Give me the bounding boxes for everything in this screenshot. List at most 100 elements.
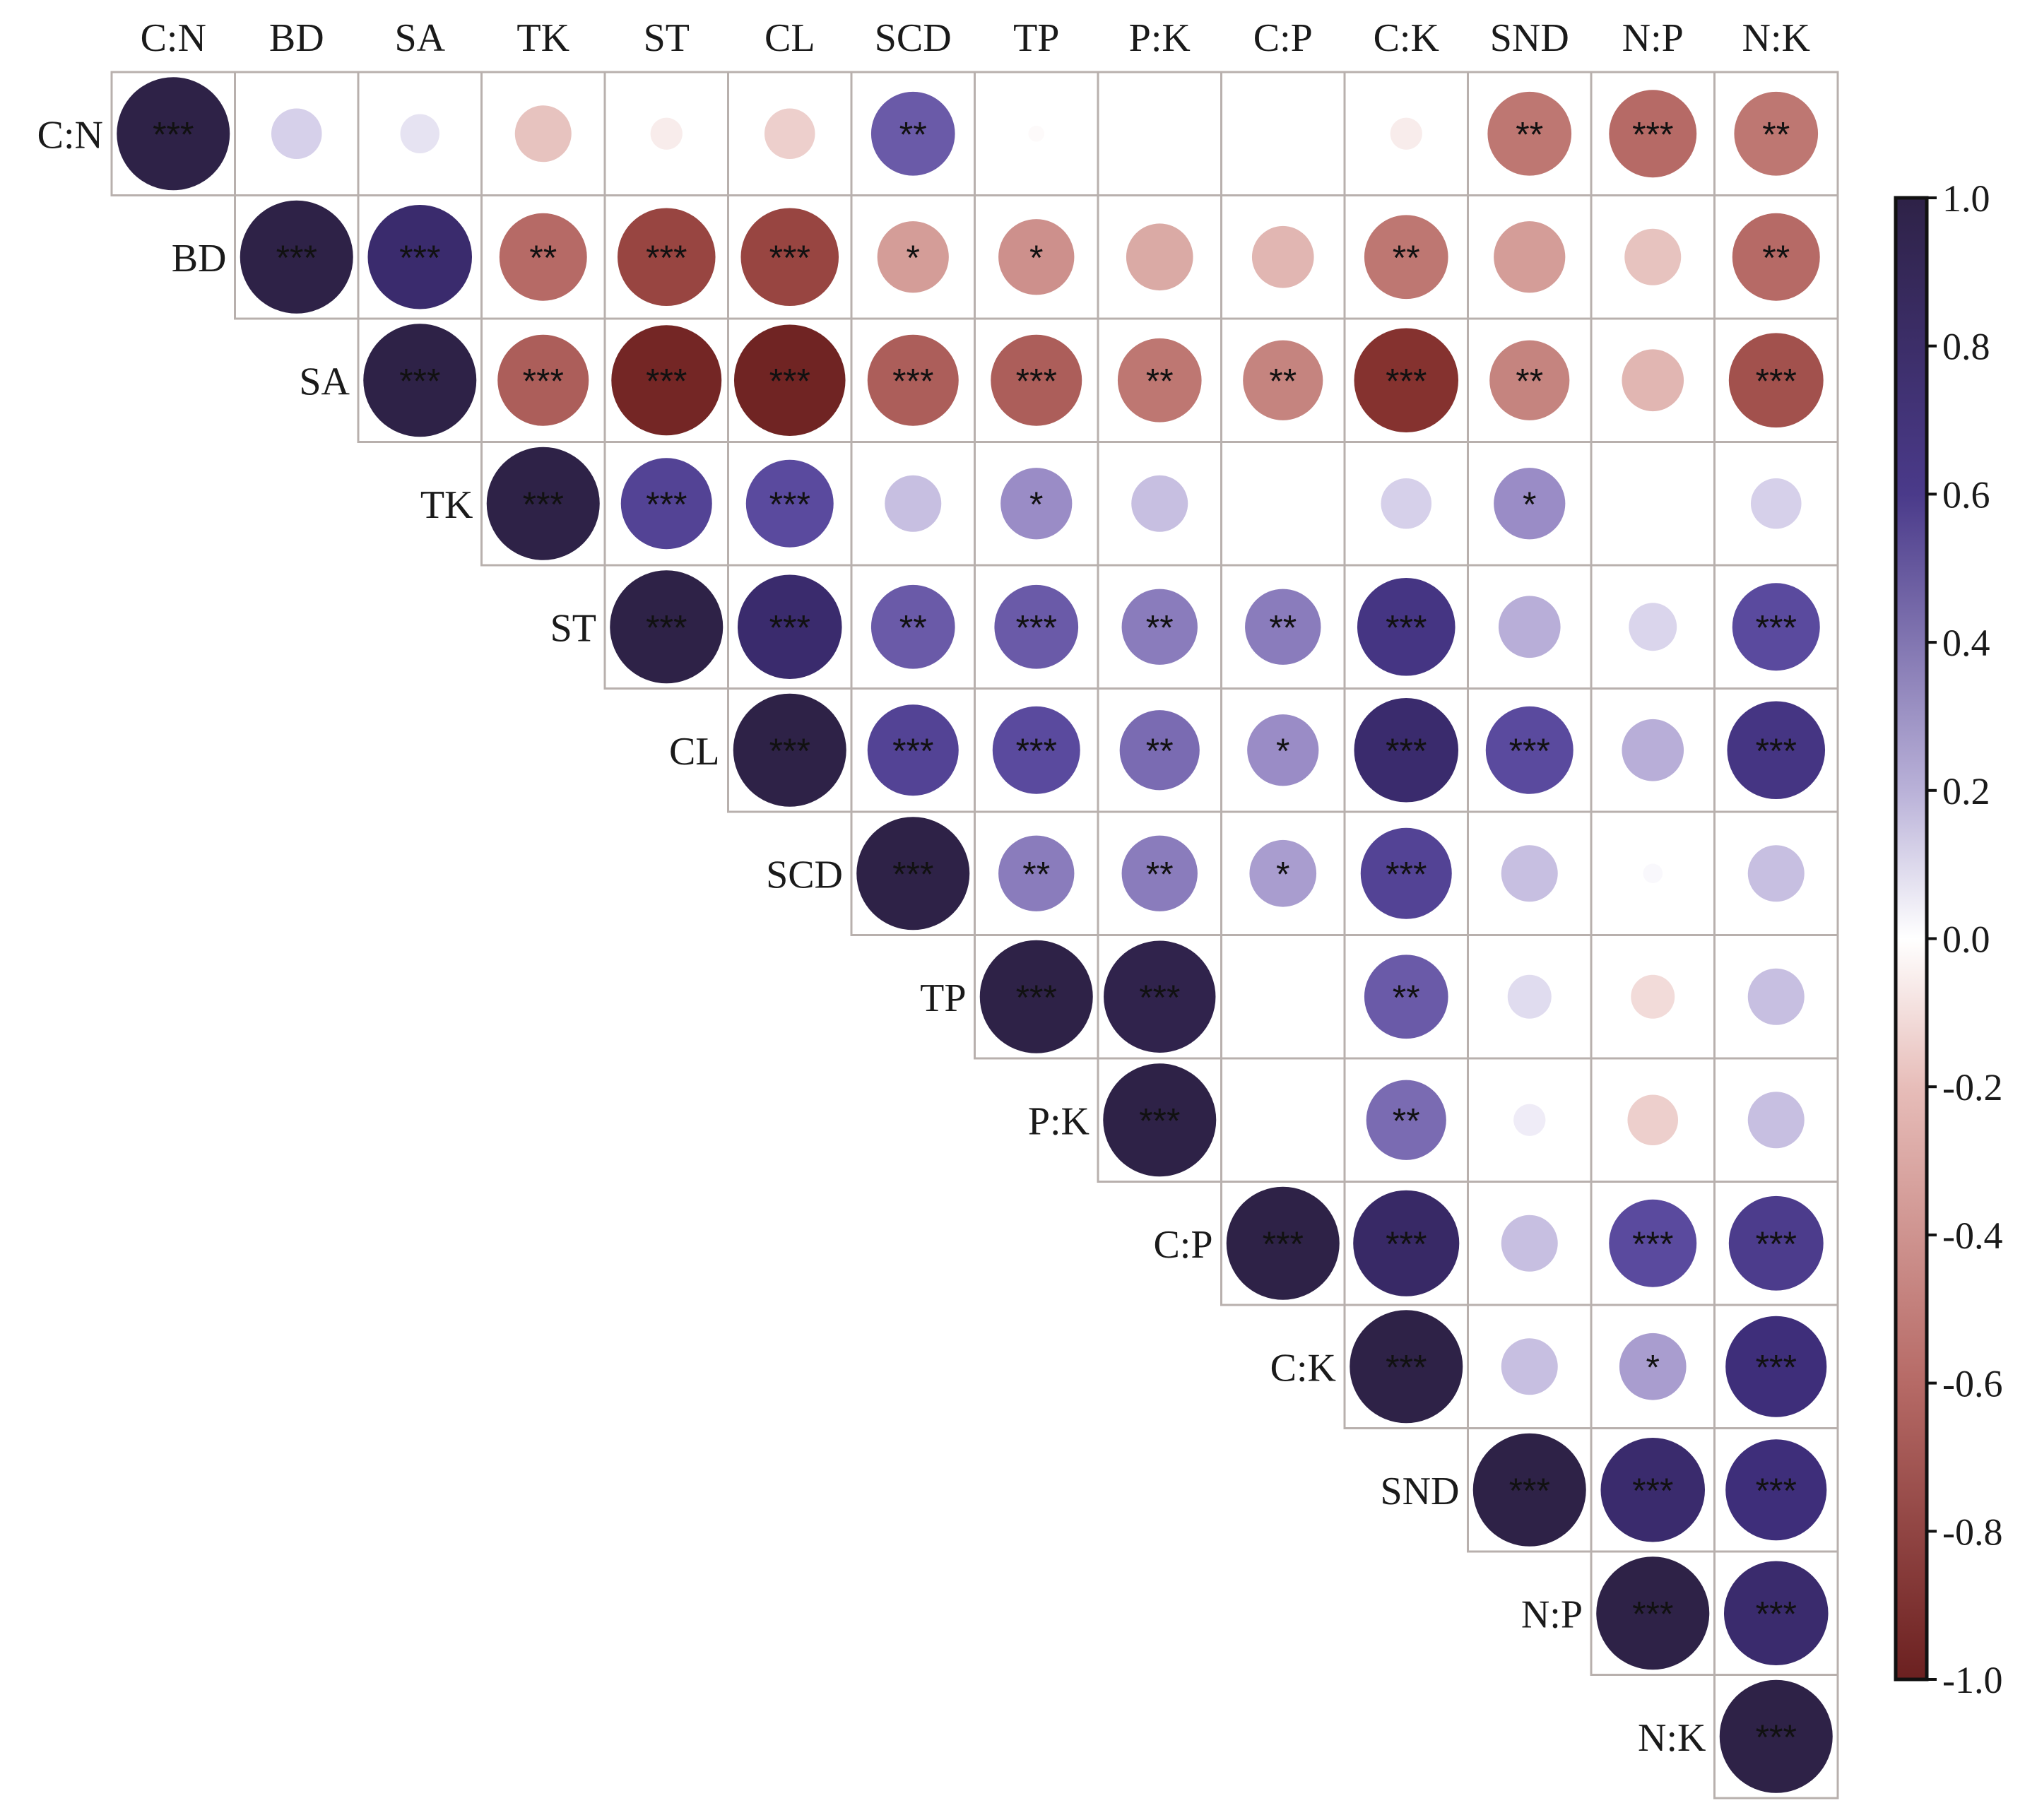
sig-marker-tp-tp: *** [1016,978,1057,1017]
corr-circle-tk-st [620,458,712,550]
corr-circle-bd-tp [998,219,1075,295]
row-label-p-k: P:K [1028,1099,1090,1143]
corr-circle-scd-snd [1501,845,1558,902]
corr-circle-c-n-sa [400,114,439,153]
sig-marker-st-scd: ** [899,608,927,647]
corr-circle-cl-tp [992,706,1080,794]
corr-circle-bd-c-p [1251,225,1314,288]
corr-circle-bd-n-k [1732,213,1820,301]
sig-marker-bd-tp: * [1029,238,1043,278]
grid-cell-tk-n-p [1590,441,1716,567]
sig-marker-sa-tk: *** [523,361,564,401]
corr-circle-bd-bd [240,200,353,314]
corr-circle-st-c-p [1245,589,1321,665]
sig-marker-bd-bd: *** [276,238,317,278]
sig-marker-tk-tp: * [1029,485,1043,524]
row-label-scd: SCD [766,853,843,897]
sig-marker-cl-c-k: *** [1386,731,1427,771]
corr-circle-st-n-p [1629,603,1677,651]
corr-circle-tk-n-k [1750,478,1802,529]
row-label-tk: TK [420,483,473,527]
sig-marker-st-tp: *** [1016,608,1057,647]
row-label-snd: SND [1380,1470,1459,1513]
corr-circle-c-k-snd [1501,1338,1558,1395]
corr-circle-scd-c-p [1249,839,1317,907]
sig-marker-sa-p-k: ** [1146,361,1174,401]
corr-circle-sa-cl [733,324,846,437]
corr-circle-snd-snd [1472,1433,1586,1547]
corr-circle-scd-n-p [1643,863,1663,884]
corr-circle-tk-tk [486,447,600,560]
corr-circle-c-p-n-k [1728,1195,1824,1291]
corr-circle-snd-n-k [1725,1439,1827,1541]
corr-circle-c-k-n-p [1619,1332,1687,1400]
sig-marker-cl-tp: *** [1016,731,1057,771]
sig-marker-cl-p-k: ** [1146,731,1174,771]
row-label-st: ST [550,606,596,650]
colorbar: 1.0 0.8 0.6 0.4 0.2 0.0 -0.2 -0.4 -0.6 -0.8 -1.0 [1894,177,2002,1701]
colorbar-tick-label: 0.2 [1942,770,1990,812]
colorbar-tick-label: -0.6 [1942,1363,2002,1405]
sig-marker-sa-c-p: ** [1269,361,1297,401]
corr-circle-tp-snd [1507,974,1552,1019]
colorbar-gradient [1894,196,1929,1682]
grid-cell-p-k-c-p [1220,1057,1346,1183]
corr-circle-scd-p-k [1121,835,1198,911]
corr-circle-st-scd [870,584,955,669]
colorbar-tick-label: 0.8 [1942,326,1990,368]
column-label-bd: BD [269,16,324,60]
corr-circle-cl-n-p [1622,719,1684,781]
sig-marker-st-cl: *** [769,608,810,647]
sig-marker-tk-snd: * [1523,485,1536,524]
corr-circle-sa-snd [1489,340,1570,420]
corr-circle-c-k-n-k [1725,1316,1827,1417]
sig-marker-sa-snd: ** [1516,361,1543,401]
sig-marker-scd-c-k: *** [1386,854,1427,894]
corr-circle-c-k-c-k [1350,1310,1463,1424]
corr-circle-tk-tp [1000,468,1073,540]
corr-circle-c-n-bd [271,108,322,160]
correlation-circles: *** ** ** *** ***** *** ** *** *** * * ** ***** *** **… [117,77,1833,1793]
corr-circle-c-p-c-k [1353,1190,1460,1296]
corr-circle-sa-sa [363,324,477,437]
sig-marker-c-p-c-p: *** [1263,1224,1304,1264]
sig-marker-st-c-p: ** [1269,608,1297,647]
column-label-scd: SCD [875,16,952,60]
corr-circle-bd-sa [367,204,473,309]
corr-circle-sa-st [611,325,722,436]
corr-circle-sa-tk [497,334,589,426]
corr-circle-bd-n-p [1624,228,1682,285]
sig-marker-cl-c-p: * [1276,731,1289,771]
sig-marker-scd-p-k: ** [1146,854,1174,894]
corr-circle-st-p-k [1121,589,1198,665]
corr-circle-p-k-p-k [1103,1063,1217,1177]
corr-circle-bd-snd [1494,221,1566,293]
corr-circle-cl-scd [867,704,959,796]
sig-marker-bd-sa: *** [399,238,440,278]
corr-circle-c-p-c-p [1226,1186,1340,1300]
corr-circle-sa-c-p [1243,340,1323,420]
corr-circle-scd-tp [998,835,1075,911]
colorbar-tick-label: -1.0 [1942,1659,2002,1701]
grid-cell-n-k-n-k [1713,1674,1839,1800]
sig-marker-c-k-c-k: *** [1386,1347,1427,1387]
row-label-c-k: C:K [1270,1346,1336,1390]
corr-circle-tp-p-k [1104,940,1216,1053]
corr-circle-tp-n-p [1631,974,1675,1019]
corr-circle-c-n-c-k [1390,117,1422,150]
sig-marker-p-k-p-k: *** [1139,1101,1180,1140]
column-label-c-n: C:N [141,16,206,60]
corr-circle-bd-p-k [1126,223,1193,291]
sig-marker-c-k-n-k: *** [1756,1347,1797,1387]
corr-circle-st-tp [994,584,1079,669]
sig-marker-snd-n-k: *** [1756,1471,1797,1511]
corr-circle-sa-n-k [1728,333,1824,428]
column-label-c-k: C:K [1374,16,1439,60]
colorbar-tick-label: 1.0 [1942,177,1990,220]
corr-circle-bd-st [617,208,716,307]
column-label-sa: SA [394,16,445,60]
row-label-cl: CL [669,730,720,774]
corr-circle-tp-n-k [1747,968,1805,1025]
